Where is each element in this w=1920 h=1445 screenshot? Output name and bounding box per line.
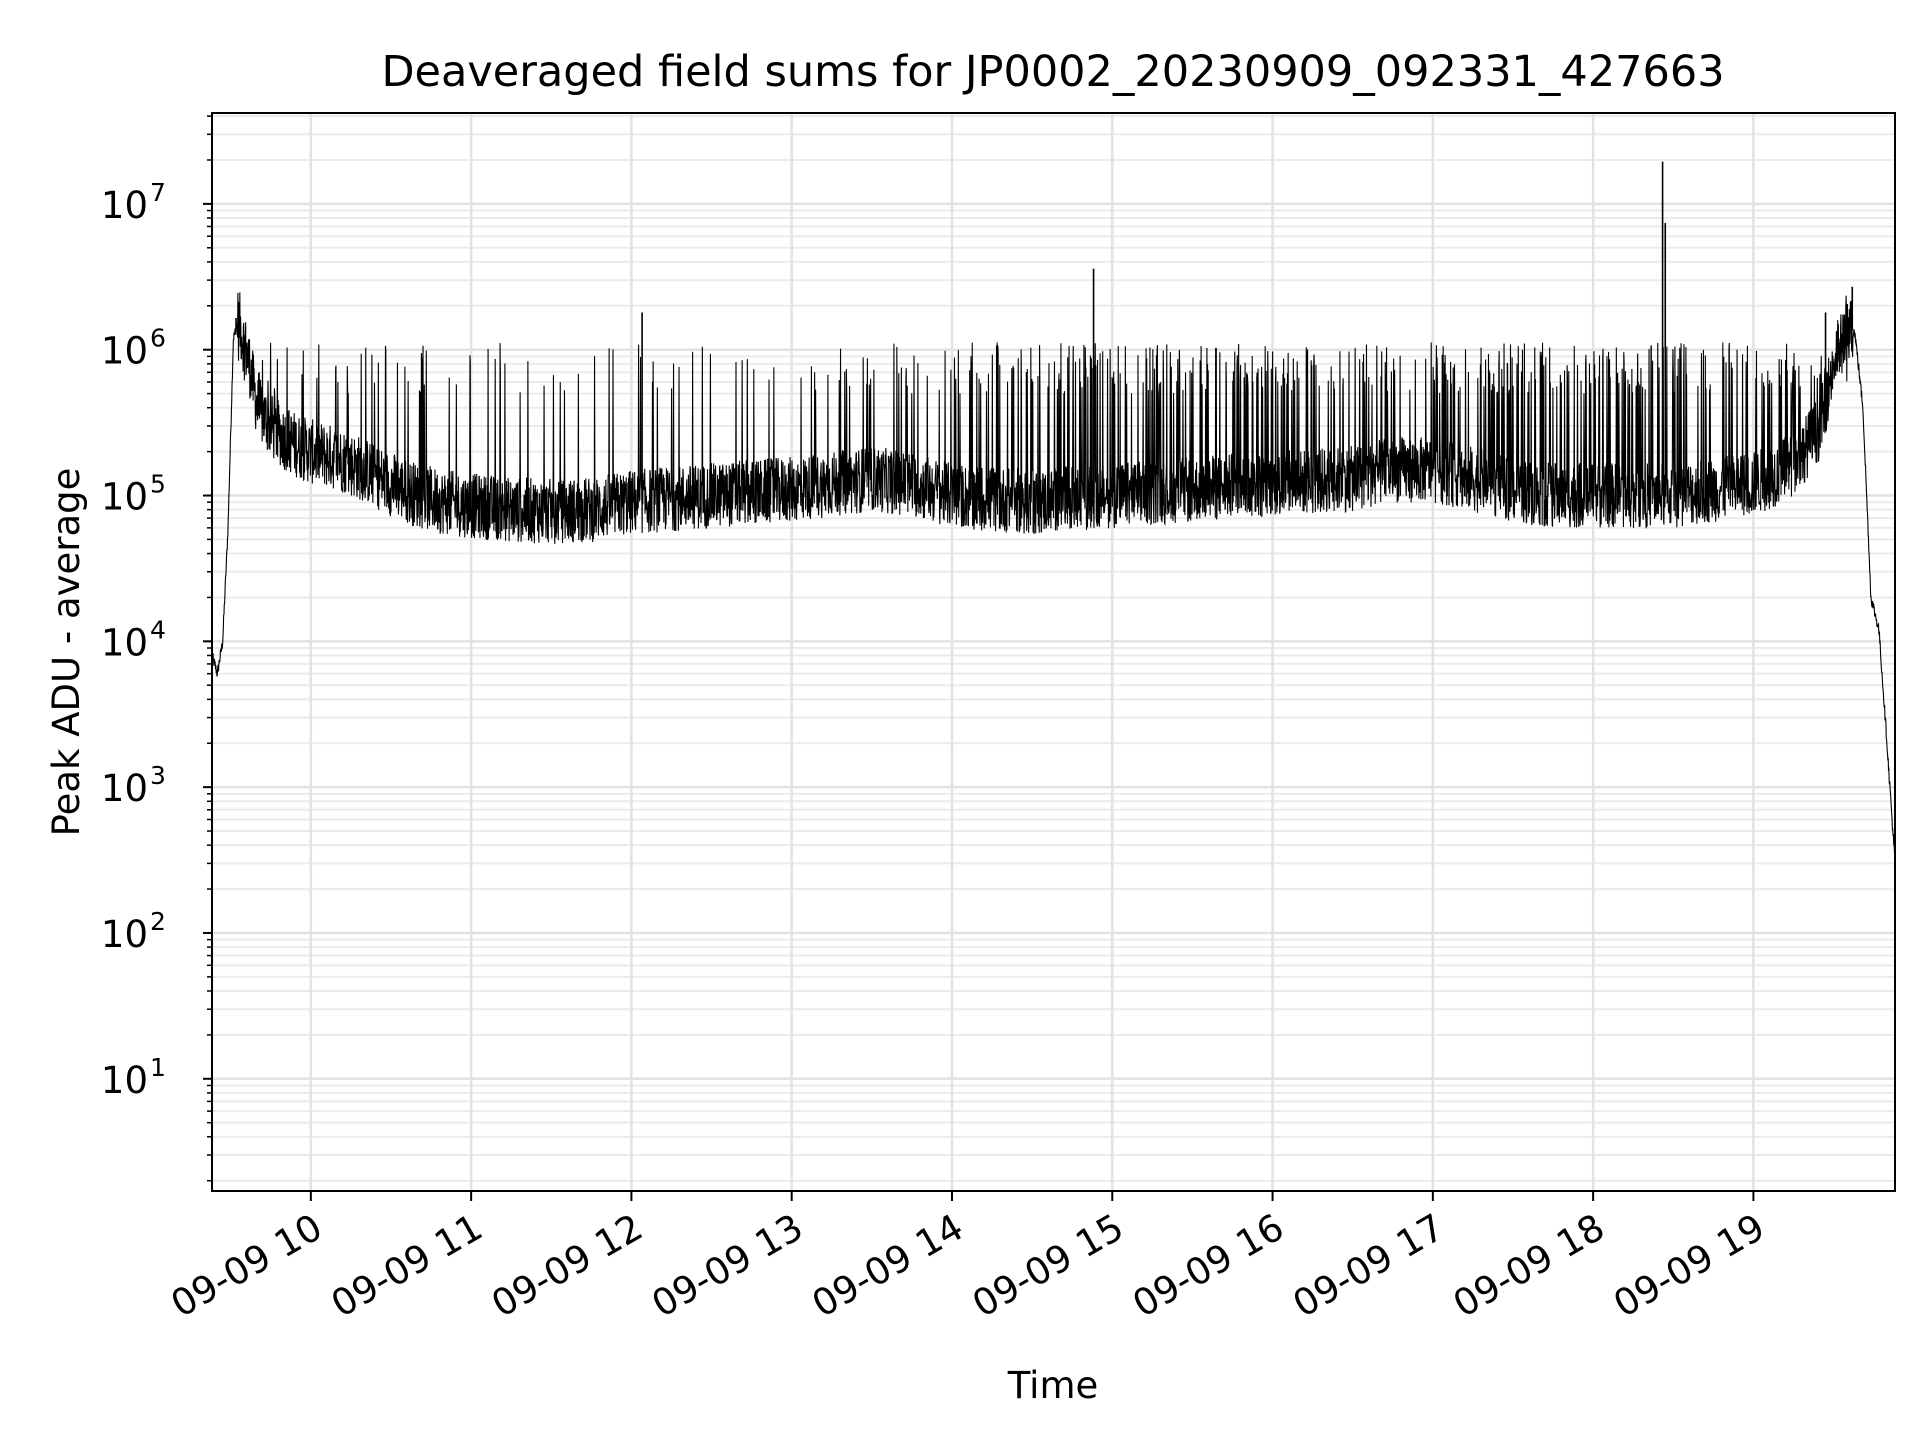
y-tick-label-base: 10 [101,913,148,956]
y-tick-label-exponent: 6 [150,324,166,353]
y-tick-label-exponent: 7 [150,178,166,207]
y-tick-label-exponent: 3 [150,761,166,790]
y-tick-label: 10 5 [101,470,166,519]
plot-frame [211,112,1896,1192]
grid-layer [212,113,1895,1191]
y-tick-label: 10 2 [101,907,166,956]
y-tick-label: 10 4 [101,615,166,664]
y-tick-label-exponent: 4 [150,615,166,644]
y-tick-label-exponent: 2 [150,907,166,936]
x-axis-label: Time [1007,1364,1099,1407]
series-layer [211,161,1896,864]
y-tick-label-base: 10 [101,621,148,664]
y-tick-label: 10 1 [101,1053,166,1102]
y-tick-label-base: 10 [101,184,148,227]
y-tick-label-base: 10 [101,330,148,373]
y-tick-label-base: 10 [101,476,148,519]
series-line [211,292,1896,864]
y-tick-label: 10 3 [101,761,166,810]
y-tick-label-exponent: 1 [150,1053,166,1082]
y-axis-label: Peak ADU - average [45,468,88,837]
chart-title: Deaveraged field sums for JP0002_2023090… [381,47,1724,97]
y-tick-label: 10 7 [101,178,166,227]
y-tick-label-exponent: 5 [150,470,166,499]
y-tick-label-base: 10 [101,1059,148,1102]
y-tick-label-base: 10 [101,767,148,810]
y-tick-label: 10 6 [101,324,166,373]
